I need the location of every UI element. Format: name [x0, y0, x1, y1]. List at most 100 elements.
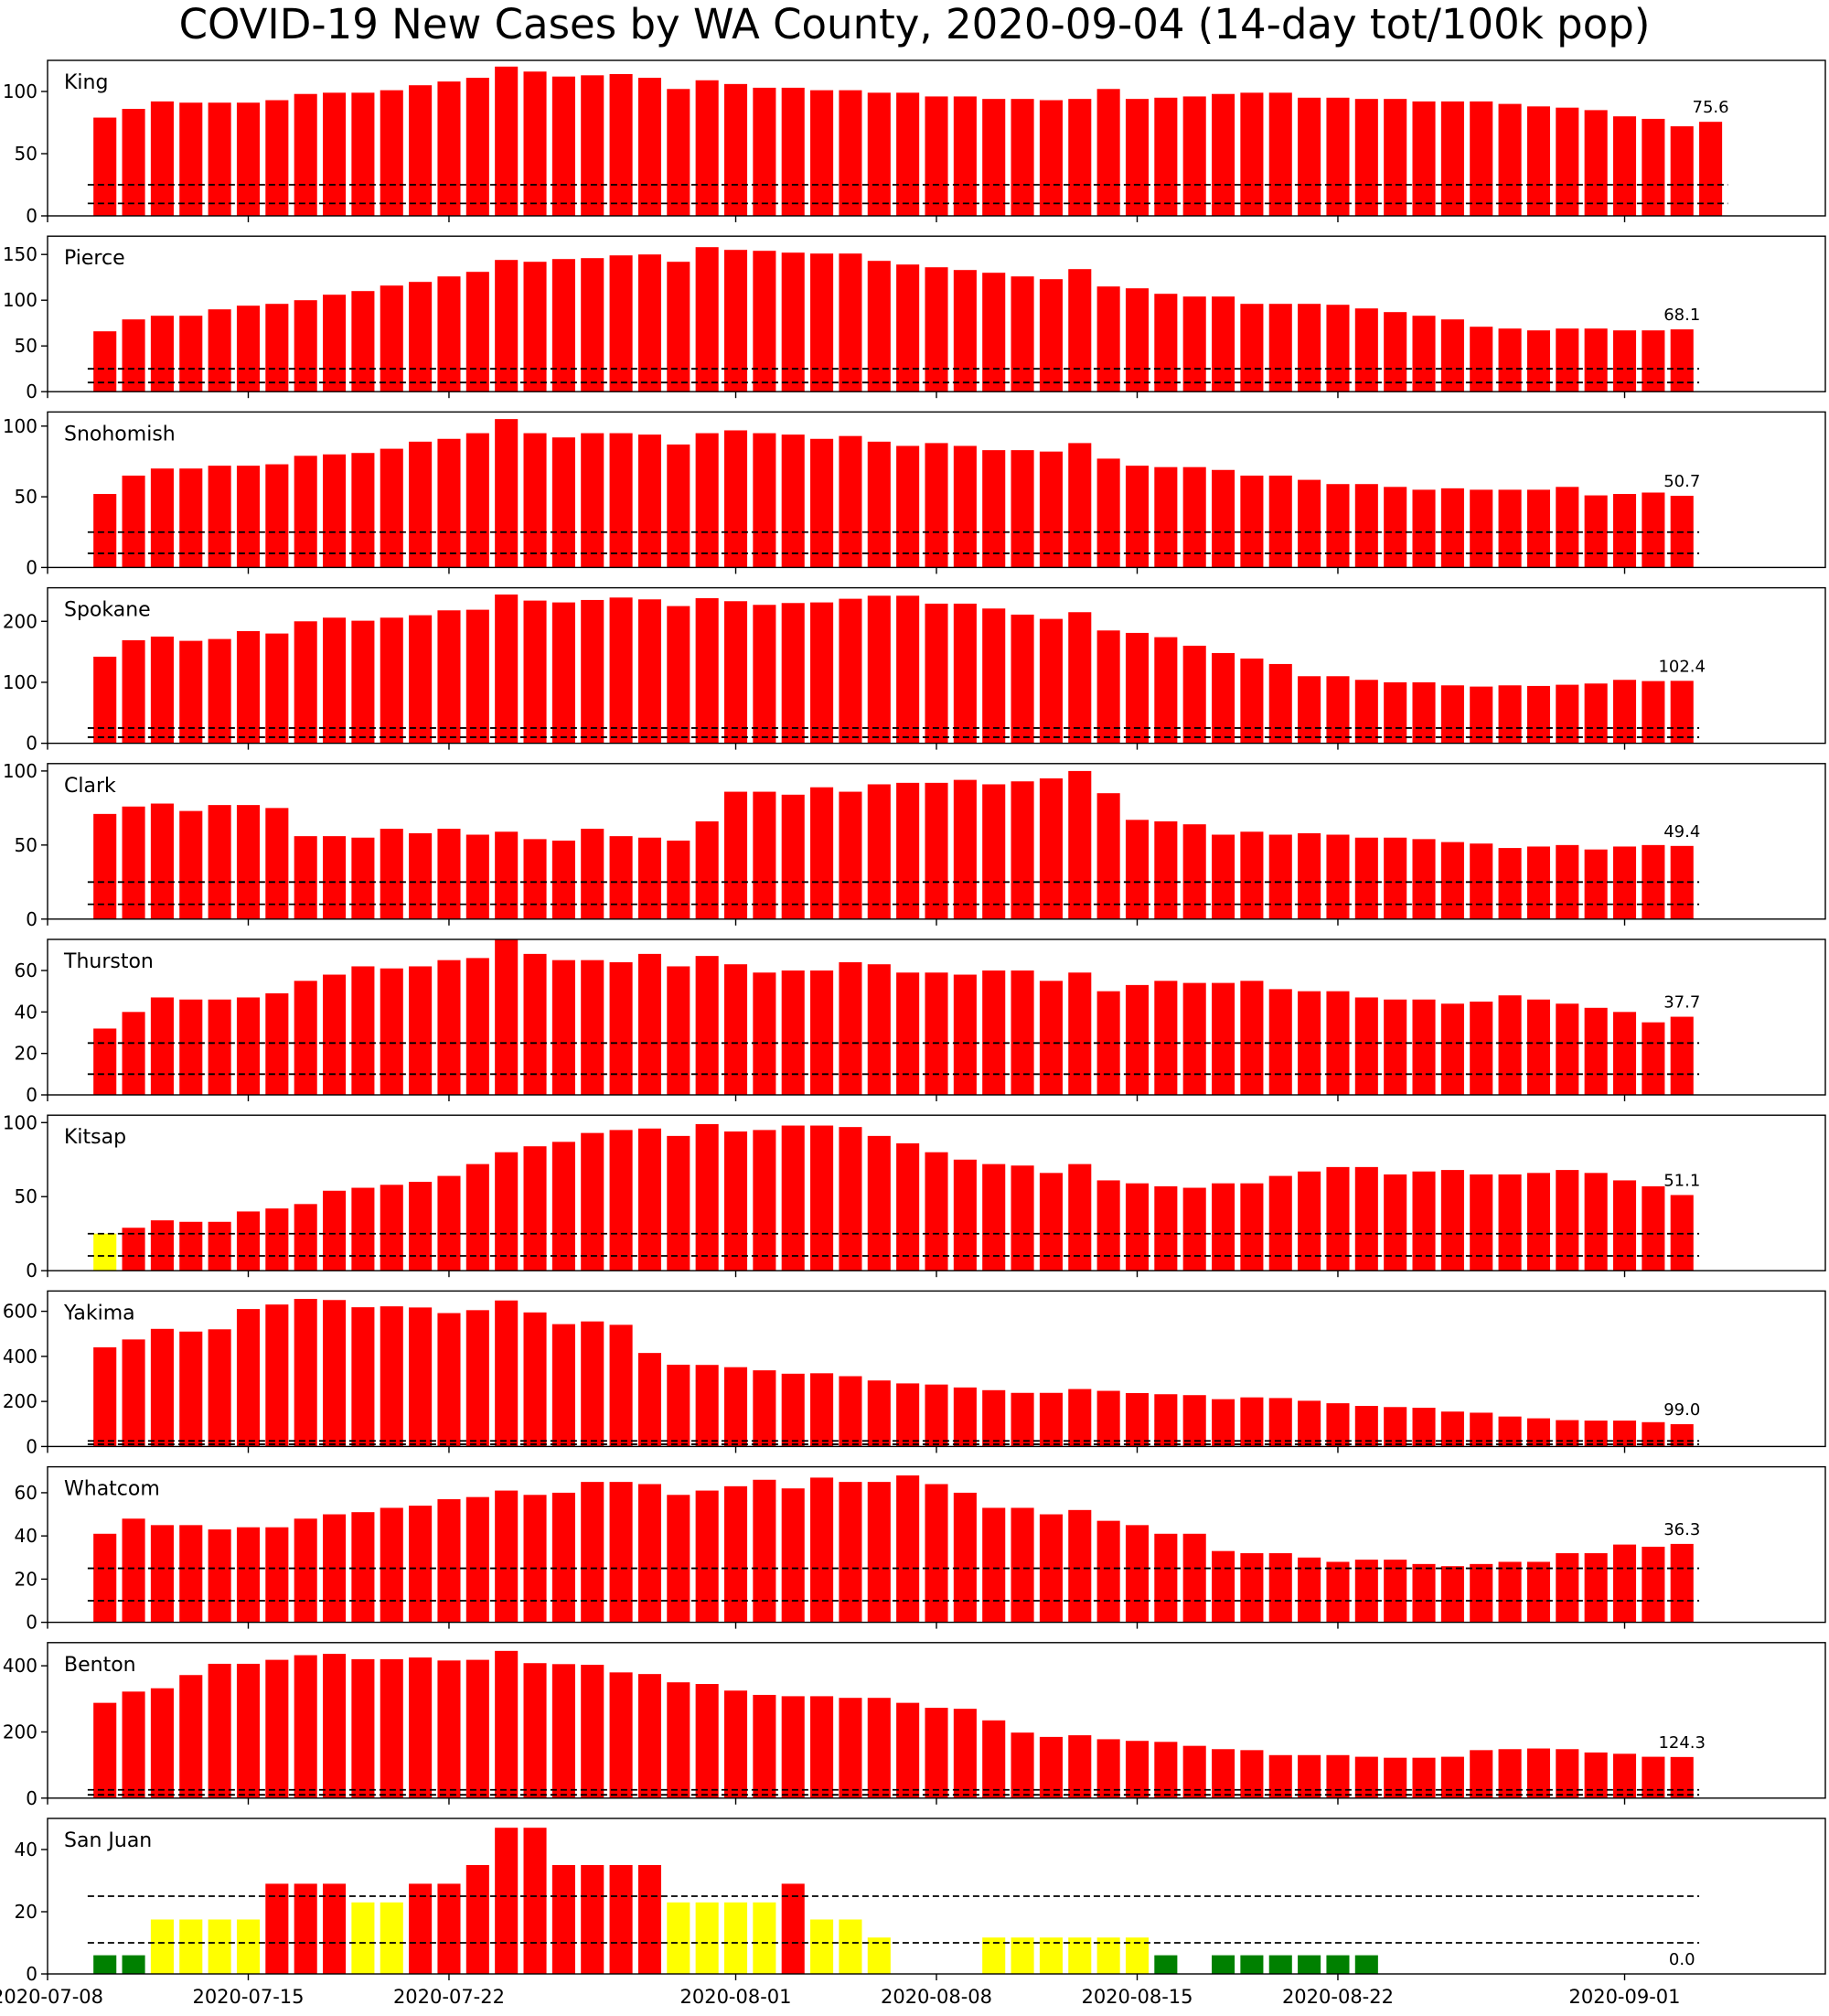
bar: [409, 966, 433, 1095]
panel-yakima: 0 200 400 600 Yakima 99.0: [3, 1290, 1826, 1457]
bar: [1268, 475, 1292, 568]
bar: [1039, 981, 1063, 1095]
bar: [1039, 618, 1063, 744]
bar: [495, 1490, 519, 1623]
bar: [839, 1482, 862, 1623]
bar: [695, 597, 719, 744]
bar: [351, 1658, 375, 1798]
bar: [581, 258, 604, 392]
bar: [925, 603, 948, 744]
bar: [753, 1370, 776, 1447]
bar: [1326, 484, 1350, 568]
bar: [781, 794, 805, 919]
bar: [179, 102, 203, 216]
bar: [1354, 1756, 1378, 1798]
bar: [839, 1376, 862, 1447]
bar: [551, 76, 575, 217]
bar: [925, 1484, 948, 1623]
bar: [581, 829, 604, 919]
bar: [1354, 1406, 1378, 1447]
bar: [495, 1152, 519, 1271]
bar: [294, 456, 317, 568]
bar: [1298, 479, 1321, 568]
y-tick-label: 0: [26, 1612, 37, 1634]
bar: [179, 1331, 203, 1447]
bar: [380, 1507, 403, 1623]
bar: [581, 433, 604, 568]
bar: [925, 1708, 948, 1798]
bar: [953, 779, 977, 919]
bar: [810, 1477, 834, 1623]
bar: [1298, 1754, 1321, 1798]
bar: [609, 1324, 633, 1447]
bar: [810, 1373, 834, 1447]
bar: [409, 441, 433, 568]
bar: [953, 1159, 977, 1271]
bar: [953, 96, 977, 216]
bar: [1326, 97, 1350, 216]
bar: [1612, 1753, 1637, 1798]
bar: [1470, 686, 1493, 744]
bar: [637, 254, 661, 392]
bar: [236, 102, 261, 216]
bar: [982, 608, 1006, 744]
bar: [1556, 487, 1579, 568]
bar: [1384, 1560, 1407, 1623]
bar: [1354, 484, 1378, 568]
bar: [1039, 451, 1063, 568]
y-tick-label: 0: [26, 1435, 37, 1457]
bar: [1384, 681, 1407, 744]
bar: [1642, 1421, 1665, 1447]
bar: [523, 1312, 547, 1447]
bar: [953, 270, 977, 392]
bar: [1212, 1399, 1235, 1447]
bar: [637, 1865, 661, 1974]
bar: [351, 1187, 375, 1271]
bar: [294, 300, 317, 392]
bar: [409, 832, 433, 919]
bar: [637, 837, 661, 919]
bar: [1556, 328, 1579, 392]
x-tick-label: 2020-07-15: [192, 1986, 304, 2008]
bar: [1584, 849, 1608, 919]
bar: [695, 1123, 719, 1271]
bar: [609, 255, 633, 392]
bar: [1498, 685, 1522, 744]
bar: [1412, 101, 1436, 216]
bar: [236, 997, 261, 1095]
bar: [208, 805, 231, 919]
bar: [781, 1883, 805, 1974]
y-tick-label: 0: [26, 1787, 37, 1809]
bar: [1125, 99, 1150, 216]
bar: [93, 1955, 117, 1974]
bar: [1096, 286, 1120, 392]
bar: [1642, 118, 1665, 216]
bar: [1096, 630, 1120, 744]
bar: [323, 454, 347, 568]
bar: [122, 1518, 145, 1623]
bar: [695, 433, 719, 568]
bar: [236, 1919, 261, 1974]
y-tick-label: 0: [26, 908, 37, 930]
bar: [781, 1696, 805, 1798]
bar: [1125, 984, 1150, 1095]
bar: [1326, 1754, 1350, 1798]
bar: [781, 87, 805, 216]
bar: [1498, 328, 1522, 392]
bar: [351, 1512, 375, 1623]
county-name: Benton: [64, 1654, 136, 1677]
last-value-label: 102.4: [1658, 657, 1706, 676]
bar: [1642, 681, 1665, 744]
bar: [925, 782, 948, 919]
bar: [1670, 126, 1694, 216]
bar: [465, 1310, 489, 1447]
bar: [1096, 793, 1120, 919]
bar: [1498, 489, 1522, 568]
bar: [723, 430, 748, 568]
bar: [551, 1664, 575, 1798]
bar: [1354, 997, 1378, 1095]
bar: [1384, 1407, 1407, 1447]
bar: [581, 1321, 604, 1447]
bar: [1440, 685, 1464, 744]
bar: [1326, 676, 1350, 744]
